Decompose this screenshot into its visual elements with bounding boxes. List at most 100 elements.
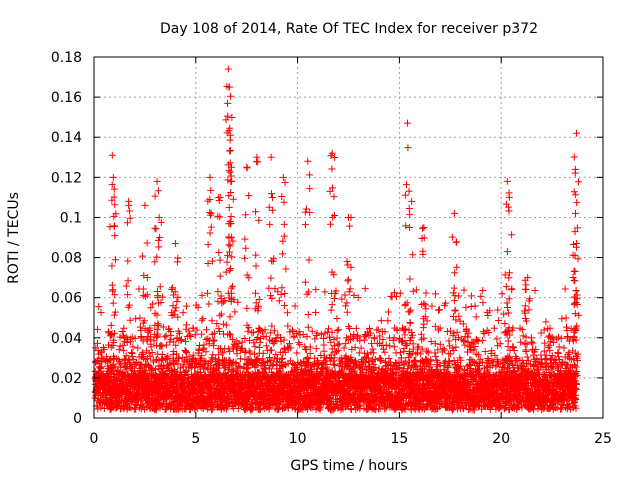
data-point [412, 286, 420, 294]
data-point [255, 296, 263, 304]
data-point [147, 343, 155, 351]
data-point [97, 404, 105, 412]
data-point [111, 363, 119, 371]
chart-title: Day 108 of 2014, Rate Of TEC Index for r… [160, 21, 538, 37]
data-point [341, 291, 349, 299]
data-point [119, 342, 127, 350]
data-point [148, 367, 156, 375]
data-point [168, 285, 176, 293]
data-point [460, 286, 468, 294]
data-point [145, 349, 153, 357]
data-point [479, 287, 487, 295]
data-point [199, 315, 207, 323]
data-point [477, 292, 485, 300]
data-point [250, 328, 258, 336]
data-point [179, 363, 187, 371]
data-point [343, 308, 351, 316]
data-point [132, 315, 140, 323]
data-point [381, 348, 389, 356]
data-point [320, 347, 328, 355]
data-point [98, 358, 106, 366]
data-point [308, 327, 316, 335]
data-point [377, 317, 385, 325]
data-point [178, 336, 186, 344]
data-point [136, 323, 144, 331]
data-point [471, 302, 479, 310]
data-point [181, 337, 189, 345]
data-point [443, 327, 451, 335]
data-point [205, 300, 213, 308]
data-point [94, 339, 102, 347]
data-point [275, 297, 283, 305]
data-point [96, 364, 104, 372]
data-point [176, 329, 184, 337]
data-point [384, 308, 392, 316]
data-point [361, 285, 369, 293]
data-point [257, 334, 265, 342]
data-point [417, 350, 425, 358]
data-point [122, 352, 130, 360]
data-point [128, 333, 136, 341]
data-point [357, 344, 365, 352]
data-point [472, 313, 480, 321]
data-point [94, 405, 102, 413]
data-point [136, 314, 144, 322]
data-point [187, 332, 195, 340]
data-point [120, 324, 128, 332]
data-point [421, 301, 429, 309]
data-point [450, 284, 458, 292]
data-point [182, 321, 190, 329]
data-point [320, 341, 328, 349]
grid-lines [94, 57, 603, 418]
data-point [115, 346, 123, 354]
data-point [233, 350, 241, 358]
data-point [490, 324, 498, 332]
data-point [289, 327, 297, 335]
data-point [125, 403, 133, 411]
data-point [231, 308, 239, 316]
data-point [141, 325, 149, 333]
data-point [385, 354, 393, 362]
data-point [352, 324, 360, 332]
data-point [131, 334, 139, 342]
data-point [435, 306, 443, 314]
data-point [152, 406, 160, 414]
data-point [384, 317, 392, 325]
data-point [116, 333, 124, 341]
data-point [191, 331, 199, 339]
data-point [198, 316, 206, 324]
data-point [252, 289, 260, 297]
data-point [144, 328, 152, 336]
data-point [121, 363, 129, 371]
data-point [312, 345, 320, 353]
data-point [168, 312, 176, 320]
data-point [333, 327, 341, 335]
data-point [379, 336, 387, 344]
data-point [402, 325, 410, 333]
data-point [182, 348, 190, 356]
data-point [327, 306, 335, 314]
data-point [138, 334, 146, 342]
data-point [147, 304, 155, 312]
data-point [432, 290, 440, 298]
data-point [338, 295, 346, 303]
data-point [97, 309, 105, 317]
data-point [328, 301, 336, 309]
data-point [468, 292, 476, 300]
data-point [374, 326, 382, 334]
data-point [127, 404, 135, 412]
data-point [161, 333, 169, 341]
data-point [148, 348, 156, 356]
data-point [428, 302, 436, 310]
data-point [414, 349, 422, 357]
data-point [128, 349, 136, 357]
data-point [198, 330, 206, 338]
data-point [174, 313, 182, 321]
data-point [431, 322, 439, 330]
data-point [479, 328, 487, 336]
data-point [480, 330, 488, 338]
data-point [493, 335, 501, 343]
data-point [479, 299, 487, 307]
data-point [462, 303, 470, 311]
